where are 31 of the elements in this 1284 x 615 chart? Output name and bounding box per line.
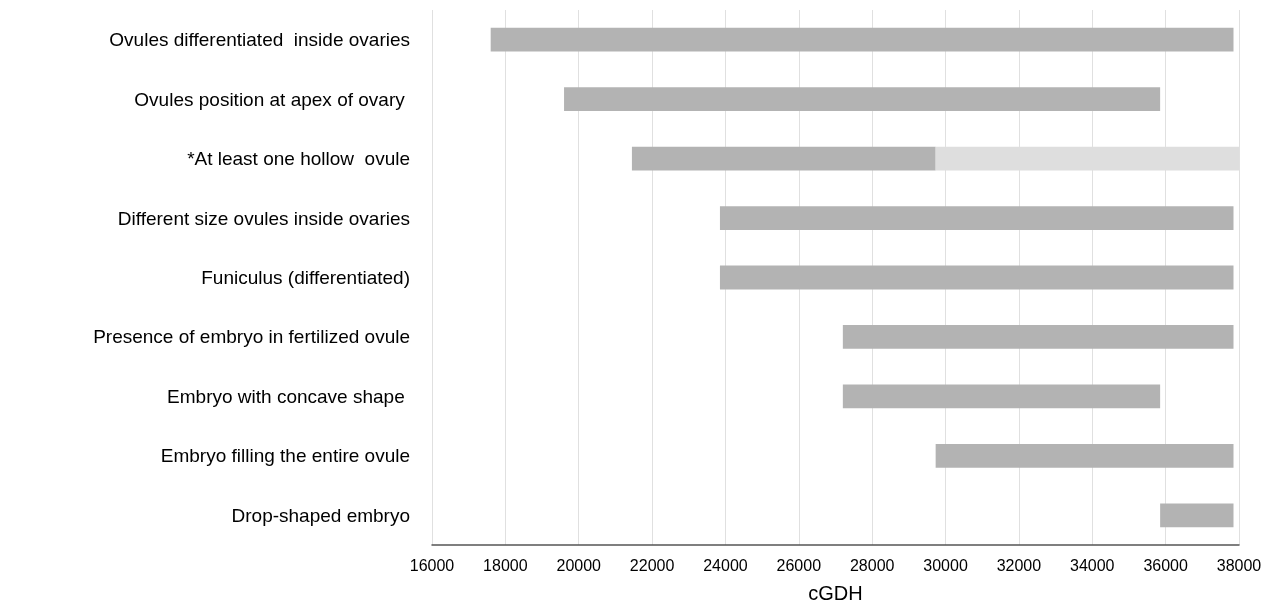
bar — [1160, 503, 1234, 528]
x-tick-label: 16000 — [409, 556, 455, 574]
y-tick-label: Presence of embryo in fertilized ovule — [93, 326, 410, 348]
bar — [631, 146, 936, 171]
x-tick-label: 22000 — [629, 556, 675, 574]
y-tick-label: Embryo filling the entire ovule — [160, 445, 410, 467]
y-tick-label: Ovules differentiated inside ovaries — [109, 29, 410, 51]
y-tick-label: Embryo with concave shape — [167, 385, 410, 407]
bar — [842, 325, 1234, 349]
x-tick-label: 36000 — [1143, 556, 1188, 574]
bar — [564, 87, 1161, 112]
x-tick-label: 28000 — [849, 556, 895, 574]
y-tick-label: Ovules position at apex of ovary — [134, 88, 410, 110]
bar — [490, 27, 1234, 52]
x-tick-label: 18000 — [483, 556, 528, 574]
x-tick-label: 38000 — [1216, 556, 1262, 574]
x-axis-title: cGDH — [808, 582, 863, 604]
x-tick-label: 30000 — [923, 556, 968, 574]
y-tick-label: Drop-shaped embryo — [231, 504, 410, 526]
bar — [935, 443, 1234, 468]
bar — [719, 206, 1234, 230]
y-tick-label: Funiculus (differentiated) — [201, 267, 410, 288]
y-tick-label: Different size ovules inside ovaries — [117, 207, 410, 229]
x-tick-label: 32000 — [996, 556, 1042, 574]
x-tick-label: 24000 — [703, 556, 748, 574]
y-tick-label: *At least one hollow ovule — [187, 148, 410, 170]
x-tick-label: 26000 — [776, 556, 822, 574]
x-tick-label: 34000 — [1070, 556, 1115, 574]
bar — [842, 384, 1161, 409]
x-tick-label: 20000 — [556, 556, 602, 574]
bar — [719, 265, 1234, 290]
